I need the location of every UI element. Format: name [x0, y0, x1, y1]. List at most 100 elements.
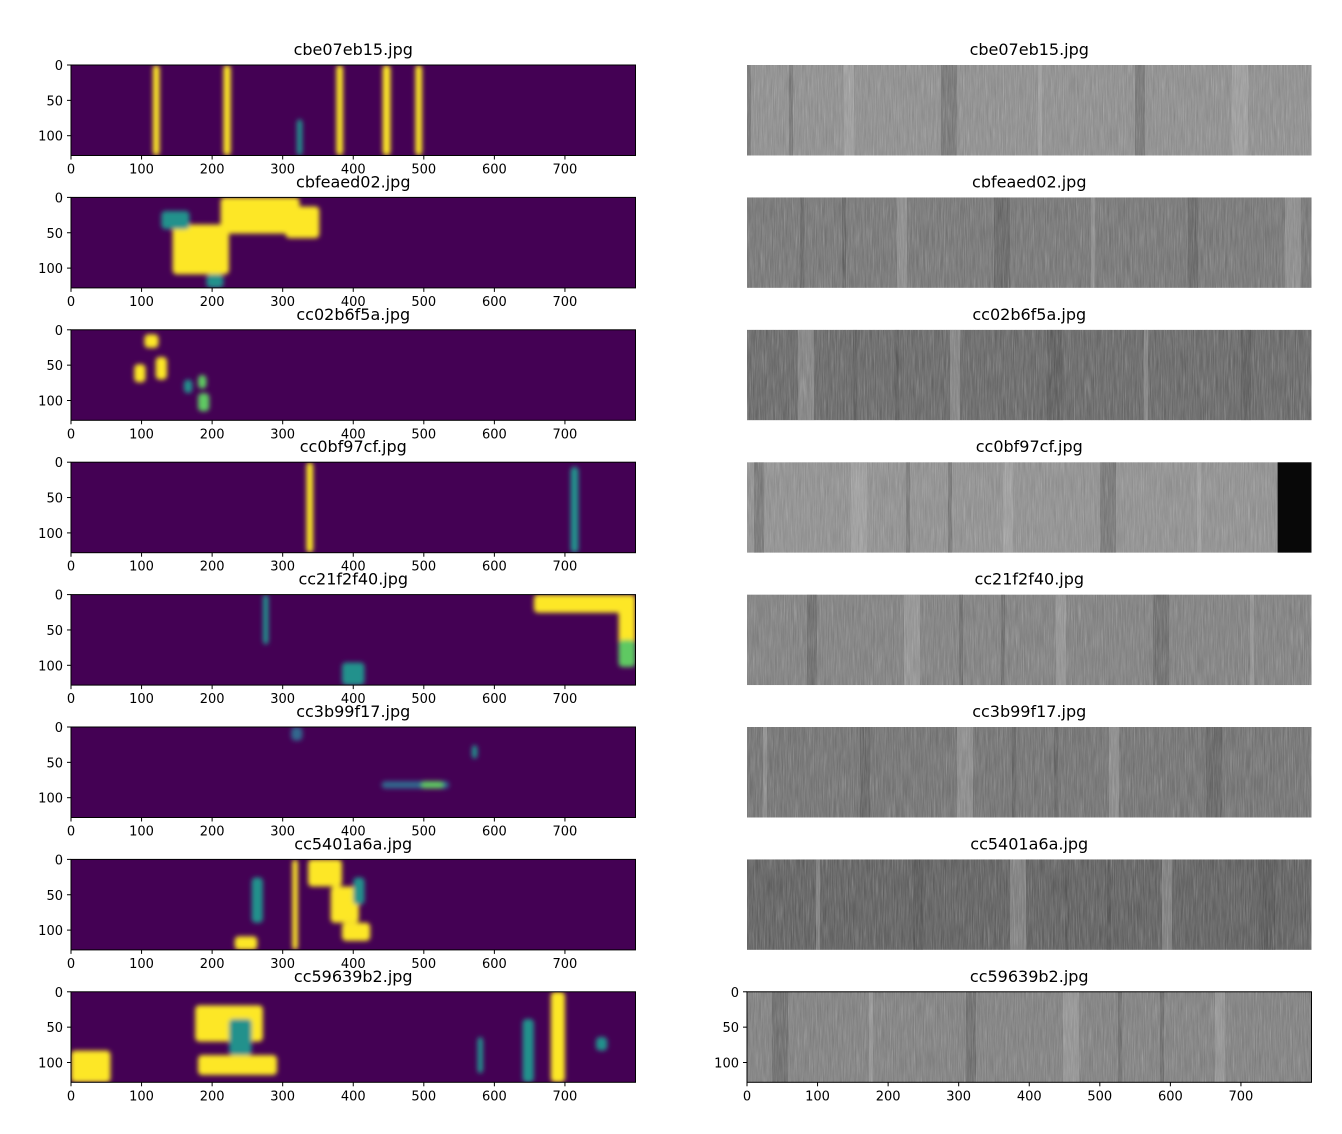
mask-blobs	[234, 859, 371, 950]
mask-blob	[308, 859, 342, 887]
x-tick-label: 0	[743, 1089, 751, 1104]
panel: cc0bf97cf.jpg	[747, 437, 1312, 553]
mask-blob	[330, 886, 359, 923]
x-tick-label: 100	[129, 295, 154, 310]
mask-background	[71, 197, 636, 288]
x-tick-label: 600	[482, 295, 507, 310]
panel-title: cc0bf97cf.jpg	[300, 437, 407, 456]
x-tick-label: 700	[553, 560, 578, 575]
panel: cbfeaed02.jpg	[747, 172, 1312, 288]
x-tick-label: 700	[553, 163, 578, 178]
y-tick-label: 0	[55, 721, 63, 736]
photo-texture	[747, 727, 1312, 818]
mask-blob	[477, 1037, 484, 1074]
y-tick-label: 100	[38, 924, 63, 939]
image-content	[747, 329, 1312, 421]
x-tick-label: 200	[200, 1089, 225, 1104]
x-tick-label: 0	[67, 295, 75, 310]
mask-blob	[353, 877, 365, 905]
panel-title: cc02b6f5a.jpg	[972, 305, 1086, 324]
x-tick-label: 100	[129, 957, 154, 972]
x-tick-label: 600	[1158, 1089, 1183, 1104]
mask-blob	[420, 781, 444, 789]
x-tick-label: 400	[1017, 1089, 1042, 1104]
x-tick-label: 400	[341, 427, 366, 442]
x-tick-label: 500	[411, 560, 436, 575]
x-tick-label: 300	[270, 295, 295, 310]
x-tick-label: 200	[200, 560, 225, 575]
mask-blob	[229, 1018, 252, 1056]
x-tick-label: 400	[341, 1089, 366, 1104]
panel: cc59639b2.jpg 0 100 200 300 400 500 600 700 0 50 10…	[38, 967, 636, 1104]
y-tick-label: 100	[38, 527, 63, 542]
panel: cc5401a6a.jpg 0 100 200 300 400 500 600 700 0 50 10…	[38, 834, 636, 972]
mask-blob	[234, 936, 258, 950]
x-tick-label: 600	[482, 957, 507, 972]
x-tick-label: 0	[67, 957, 75, 972]
y-tick-label: 0	[55, 324, 63, 339]
mask-blob	[220, 197, 300, 234]
y-tick-label: 0	[55, 59, 63, 74]
photo-edge	[1277, 462, 1312, 553]
panel: cc0bf97cf.jpg 0 100 200 300 400 500 600 700 0 50 10…	[38, 437, 636, 575]
x-tick-label: 0	[67, 427, 75, 442]
y-tick-label: 0	[55, 456, 63, 471]
mask-blobs	[306, 462, 579, 553]
panel-title: cc02b6f5a.jpg	[296, 305, 410, 324]
mask-blob	[341, 662, 365, 686]
panel-title: cbe07eb15.jpg	[970, 40, 1089, 59]
image-content	[71, 462, 636, 553]
x-tick-label: 500	[411, 692, 436, 707]
mask-blobs	[291, 727, 478, 789]
y-tick-label: 100	[714, 1057, 739, 1072]
mask-blob	[296, 119, 303, 156]
mask-blob	[134, 364, 146, 383]
panel-title: cbfeaed02.jpg	[972, 172, 1086, 191]
mask-blob	[570, 466, 579, 553]
mask-blob	[341, 922, 371, 941]
image-content	[747, 197, 1312, 288]
x-tick-label: 200	[876, 1089, 901, 1104]
image-content	[747, 462, 1312, 553]
panel: cc5401a6a.jpg	[747, 834, 1312, 950]
panel: cc02b6f5a.jpg 0 100 200 300 400 500 600 700 0 50 10…	[38, 305, 636, 442]
mask-blob	[292, 859, 298, 950]
mask-blob	[382, 65, 391, 156]
x-tick-label: 300	[270, 560, 295, 575]
panel-title: cbe07eb15.jpg	[294, 40, 413, 59]
panel-title: cbfeaed02.jpg	[296, 172, 410, 191]
x-tick-label: 200	[200, 163, 225, 178]
x-tick-label: 300	[270, 957, 295, 972]
y-tick-label: 100	[38, 1057, 63, 1072]
image-content	[71, 991, 636, 1083]
x-tick-label: 300	[946, 1089, 971, 1104]
x-tick-label: 600	[482, 692, 507, 707]
x-tick-label: 500	[411, 1089, 436, 1104]
mask-blob	[161, 210, 190, 230]
x-tick-label: 0	[67, 692, 75, 707]
mask-blob	[206, 274, 224, 288]
panel: cbe07eb15.jpg 0 100 200 300 400 500 600 700 0 50 10…	[38, 40, 636, 178]
photo-texture	[747, 859, 1312, 950]
x-tick-label: 500	[411, 295, 436, 310]
x-tick-label: 600	[482, 427, 507, 442]
mask-blob	[251, 877, 263, 923]
image-content	[747, 594, 1312, 686]
image-content	[71, 859, 636, 950]
mask-blobs	[134, 334, 210, 412]
image-content	[71, 197, 636, 288]
photo-texture	[747, 65, 1312, 156]
mask-blob	[285, 206, 320, 239]
image-content	[747, 727, 1312, 818]
x-tick-label: 700	[553, 825, 578, 840]
x-tick-label: 400	[341, 560, 366, 575]
y-tick-label: 100	[38, 395, 63, 410]
mask-blobs	[161, 197, 320, 288]
panel-title: cc21f2f40.jpg	[298, 570, 408, 589]
x-tick-label: 400	[341, 825, 366, 840]
mask-blobs	[71, 991, 608, 1083]
x-tick-label: 700	[553, 692, 578, 707]
x-tick-label: 300	[270, 163, 295, 178]
mask-blob	[172, 224, 230, 275]
panel: cc21f2f40.jpg	[747, 570, 1312, 686]
